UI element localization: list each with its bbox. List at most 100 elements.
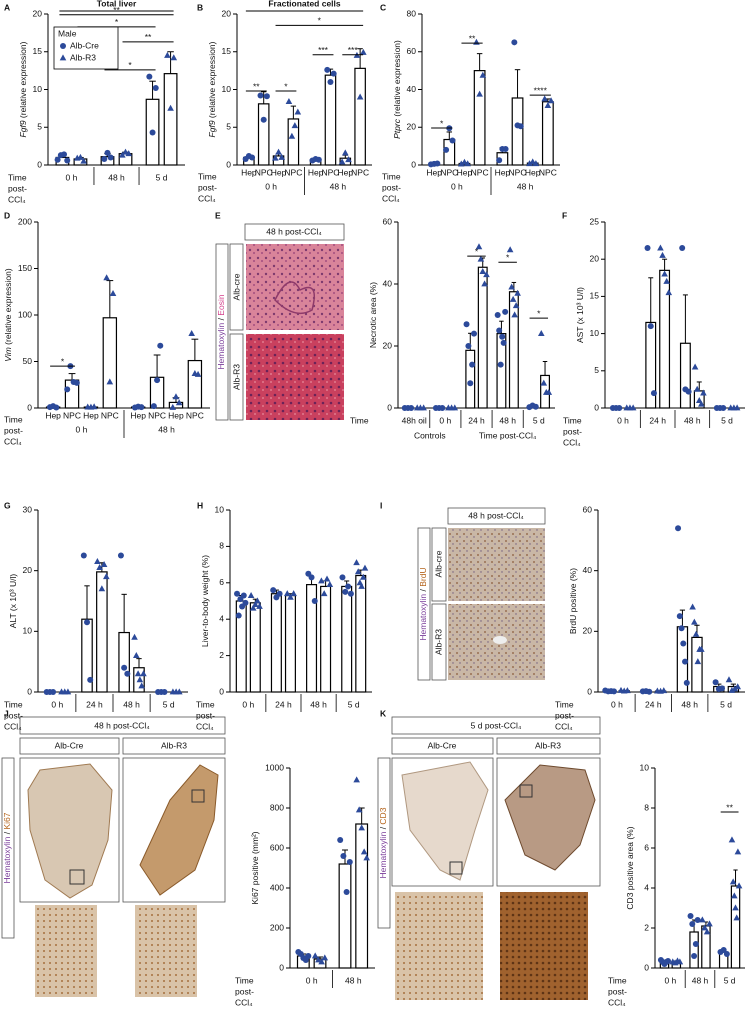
micrograph-inset [500, 892, 588, 1000]
x-title: post- [4, 425, 23, 435]
data-point [136, 676, 144, 683]
x-group-label: 0 h [51, 699, 63, 709]
y-tick-label: 60 [583, 504, 593, 514]
group-span-label: Time post-CCl₄ [479, 430, 537, 440]
bar-label: NPC [509, 167, 527, 177]
y-axis-label: Vim (relative expression) [3, 268, 13, 362]
x-group-label: 48 h [684, 415, 701, 425]
x-title: post- [555, 710, 574, 720]
data-point [257, 92, 264, 99]
bar-label: Hep [337, 167, 353, 177]
x-group-label: 48 h [692, 975, 709, 985]
group-span-label: Controls [414, 430, 446, 440]
data-point [353, 776, 360, 783]
data-point [152, 84, 159, 91]
image-title: 48 h post-CCl₄ [468, 510, 524, 520]
data-point [176, 688, 183, 695]
stain-sep: / [2, 830, 12, 837]
data-point [439, 405, 446, 411]
x-title: CCl₄ [382, 193, 400, 203]
y-axis-label-part: BrdU positive (%) [568, 568, 578, 634]
data-point [134, 670, 142, 677]
data-point [700, 389, 707, 396]
data-point [285, 97, 293, 104]
bar-label: Hep [308, 167, 324, 177]
x-title: CCl₄ [4, 436, 22, 446]
significance-label: * [440, 118, 444, 128]
bar [320, 585, 332, 693]
y-tick-label: 100 [18, 309, 32, 319]
micrograph [401, 761, 489, 881]
data-point [479, 71, 487, 78]
x-group-label: 5 d [720, 699, 732, 709]
data-point [361, 564, 369, 571]
data-point [77, 153, 84, 160]
significance-label: * [537, 308, 541, 318]
data-point [54, 156, 61, 163]
data-point [161, 689, 168, 695]
data-point [294, 108, 302, 115]
significance-label: * [506, 253, 510, 263]
data-point [679, 245, 686, 252]
data-point [240, 592, 247, 599]
data-point [342, 588, 349, 595]
data-point [508, 283, 515, 290]
data-point [537, 330, 545, 336]
data-point [50, 689, 57, 695]
data-point [104, 149, 111, 156]
data-point [235, 612, 242, 619]
data-point [106, 378, 114, 385]
data-point [526, 160, 533, 167]
y-tick-label: 20 [407, 122, 417, 132]
x-group-label: 0 h [439, 415, 451, 425]
chart-h: H 0 2 4 6 8 10 Liver-to-body weight (%) 0 h 24 h 4… [196, 500, 372, 731]
panel-letter: H [197, 500, 203, 510]
y-axis-label-part: (relative expression) [392, 40, 402, 119]
data-point [276, 590, 283, 597]
column-label: Alb-Cre [55, 740, 84, 750]
x-group-label: 0 h [76, 424, 88, 434]
x-title: Time [382, 171, 401, 181]
data-point [326, 581, 334, 588]
stain-label-box [377, 757, 391, 929]
y-axis-label: BrdU positive (%) [568, 568, 578, 634]
data-point [483, 271, 490, 278]
y-tick-label: 10 [33, 84, 43, 94]
chart-a: A 0 5 10 15 20 Fgf9 (relative expression) 0 h 48… [4, 0, 185, 204]
data-point [234, 590, 241, 597]
data-point [321, 954, 329, 961]
bar [338, 863, 352, 969]
bar-label: Hep [426, 167, 442, 177]
x-title: CCl₄ [555, 721, 573, 731]
x-group-label: 0 h [66, 172, 78, 182]
x-group-label: 0 h [451, 181, 463, 191]
y-axis-label-part: Necrotic area (%) [368, 282, 378, 348]
data-point [683, 679, 690, 686]
data-point [133, 652, 140, 658]
chart-e: E 0 20 40 60 Necrotic area (%) 48h oil 0 h 24 h 4… [215, 210, 555, 440]
data-point [117, 552, 124, 559]
row-label: Alb-R3 [231, 364, 241, 390]
y-tick-label: 4 [644, 882, 649, 892]
x-group-label: 24 h [275, 699, 292, 709]
data-point [682, 658, 689, 665]
data-point [103, 573, 110, 580]
data-point [138, 404, 145, 411]
data-point [354, 568, 362, 575]
x-title: Time [608, 975, 627, 985]
data-point [323, 575, 331, 582]
data-point [64, 688, 72, 695]
data-point [94, 557, 101, 564]
legend-label: Alb-Cre [70, 40, 99, 50]
data-point [496, 327, 503, 334]
y-tick-label: 25 [590, 216, 600, 226]
bar-label: Hep [241, 167, 257, 177]
stain-target: BrdU [418, 567, 428, 586]
x-group-label: 5 d [724, 975, 736, 985]
data-point [275, 148, 282, 155]
data-point [725, 676, 733, 683]
bar-label: NPC [440, 167, 458, 177]
stain-label-box [1, 757, 15, 939]
significance-label: **** [534, 85, 548, 95]
